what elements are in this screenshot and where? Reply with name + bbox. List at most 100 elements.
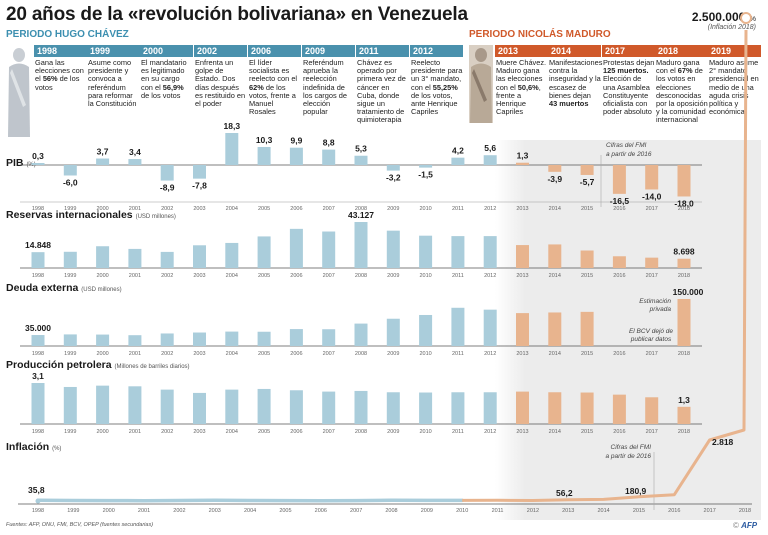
x-tick-label: 2000 (96, 273, 108, 279)
produccion-bar (160, 389, 174, 424)
estimacion-note-line1: Estimación (639, 298, 671, 305)
x-tick-label: 2011 (492, 508, 504, 514)
x-tick-label: 2015 (581, 273, 593, 279)
big-inflation-caption: (Inflación 2018) (707, 24, 756, 31)
x-tick-label: 2017 (704, 508, 716, 514)
reservas-value-label: 14.848 (25, 240, 51, 250)
x-tick-label: 2009 (387, 429, 399, 435)
inflacion-line-chavez (36, 498, 464, 503)
x-tick-label: 2003 (193, 429, 205, 435)
reservas-bar (677, 258, 691, 268)
reservas-bar (451, 236, 465, 268)
produccion-bar (612, 394, 626, 424)
x-tick-label: 2001 (129, 351, 141, 357)
pib-value-label: -3,9 (547, 174, 562, 184)
pib-value-label: 3,7 (97, 147, 109, 157)
produccion-bar (193, 392, 206, 424)
x-tick-label: 1999 (64, 206, 76, 212)
x-tick-label: 2012 (484, 429, 496, 435)
deuda-bar (193, 332, 206, 346)
x-tick-label: 1999 (67, 508, 79, 514)
x-tick-label: 2018 (678, 273, 690, 279)
reservas-bar (548, 244, 562, 268)
event-year: 2009 (302, 45, 355, 57)
x-tick-label: 2002 (161, 429, 173, 435)
period-maduro-label: PERIODO NICOLÁS MADURO (469, 29, 611, 40)
inflacion-value-label: 35,8 (28, 485, 45, 495)
pib-value-label: 1,3 (517, 151, 529, 161)
x-tick-label: 2000 (96, 351, 108, 357)
deuda-bar (96, 334, 110, 346)
x-tick-label: 2016 (613, 206, 625, 212)
x-tick-label: 2016 (613, 273, 625, 279)
pib-note-line1: Cifras del FMI (606, 142, 647, 149)
x-tick-label: 2010 (419, 351, 431, 357)
pib-value-label: -8,9 (160, 183, 175, 193)
pib-value-label: 0,3 (32, 151, 44, 161)
x-tick-label: 2015 (633, 508, 645, 514)
pib-value-label: -5,7 (580, 177, 595, 187)
x-tick-label: 2006 (290, 273, 302, 279)
deuda-bar (483, 309, 497, 346)
reservas-bar (580, 250, 594, 268)
event-year: 2013 (495, 45, 548, 57)
big-inflation-callout: 2.500.000 % (Inflación 2018) (616, 8, 756, 31)
deuda-bar (31, 335, 45, 346)
reservas-bar (160, 251, 174, 268)
x-tick-label: 2005 (258, 273, 270, 279)
x-tick-label: 2002 (161, 206, 173, 212)
event-year: 2012 (410, 45, 463, 57)
deuda-value-label: 35.000 (25, 323, 51, 333)
produccion-bar (354, 390, 368, 424)
produccion-bar (580, 392, 594, 424)
x-tick-label: 2004 (226, 351, 238, 357)
pib-bar (516, 162, 529, 165)
page-title: 20 años de la «revolución bolivariana» e… (6, 4, 468, 25)
x-tick-label: 2009 (387, 206, 399, 212)
reservas-bar (289, 228, 303, 268)
x-tick-label: 1998 (32, 508, 44, 514)
x-tick-label: 2001 (129, 429, 141, 435)
deuda-value-label: 150.000 (673, 287, 704, 297)
x-tick-label: 2017 (646, 429, 658, 435)
event-text: El mandatario es legitimado en su cargo … (141, 58, 187, 100)
pib-bar (677, 165, 691, 197)
pib-value-label: -6,0 (63, 177, 78, 187)
x-tick-label: 2017 (646, 351, 658, 357)
x-tick-label: 2003 (209, 508, 221, 514)
reservas-bar (128, 248, 142, 268)
reservas-bar (225, 242, 239, 268)
reservas-bar (63, 251, 77, 268)
produccion-bar (451, 392, 465, 424)
x-tick-label: 2007 (323, 273, 335, 279)
x-tick-label: 2017 (646, 206, 658, 212)
deuda-bar (160, 333, 174, 346)
timeline-event: 2002 Enfrenta un golpe de Estado. Dos día… (194, 45, 247, 108)
deuda-title: Deuda externa (USD millones) (6, 282, 122, 294)
x-tick-label: 2007 (323, 206, 335, 212)
pib-value-label: 5,6 (484, 143, 496, 153)
x-tick-label: 2004 (244, 508, 256, 514)
reservas-bar (645, 257, 659, 268)
x-tick-label: 2009 (387, 351, 399, 357)
x-tick-label: 2008 (355, 273, 367, 279)
x-tick-label: 2004 (226, 429, 238, 435)
pib-bar (386, 165, 400, 171)
pib-value-label: 5,3 (355, 144, 367, 154)
reservas-bar (31, 252, 45, 268)
event-text: El líder socialista es reelecto con el 6… (249, 58, 298, 117)
event-text: Gana las elecciones con el 56% de los vo… (35, 58, 84, 92)
deuda-bar (354, 323, 368, 346)
pib-value-label: -3,2 (386, 173, 401, 183)
x-tick-label: 2015 (581, 429, 593, 435)
produccion-bar (516, 391, 529, 424)
event-year: 2014 (548, 45, 601, 57)
reservas-bar (516, 245, 529, 268)
reservas-bar (419, 235, 433, 268)
produccion-bar (677, 406, 691, 424)
timeline-event: 1999 Asume como presidente y convoca a re… (87, 45, 140, 108)
produccion-bar (31, 383, 45, 424)
x-tick-label: 2008 (355, 429, 367, 435)
x-tick-label: 2015 (581, 351, 593, 357)
big-inflation-unit: % (749, 16, 756, 23)
